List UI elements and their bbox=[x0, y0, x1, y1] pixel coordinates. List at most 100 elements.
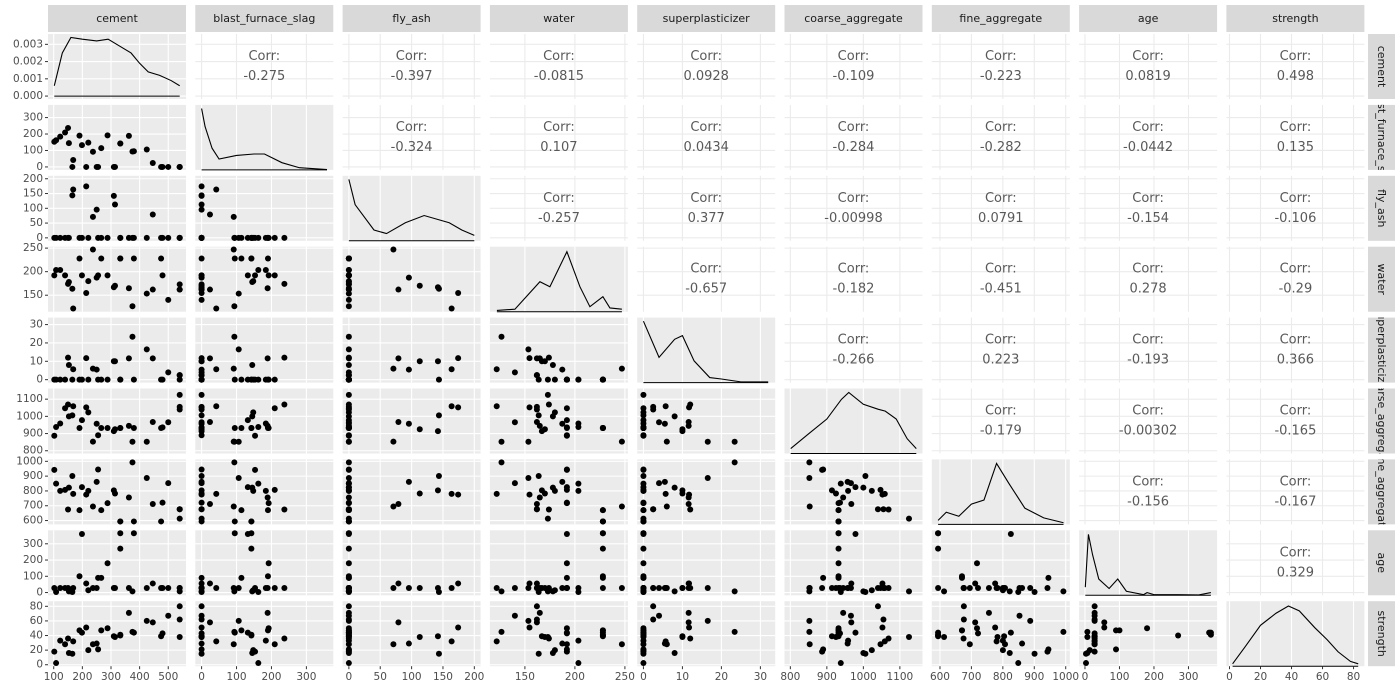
strip-top-label: age bbox=[1138, 12, 1159, 25]
y-tick-label: 60 bbox=[30, 615, 43, 627]
point bbox=[70, 305, 77, 312]
point bbox=[1083, 660, 1089, 667]
point bbox=[198, 650, 205, 657]
y-tick-label: 100 bbox=[23, 202, 43, 214]
point bbox=[51, 466, 58, 473]
point bbox=[448, 638, 455, 645]
point bbox=[599, 425, 606, 432]
y-tick-label: 0.003 bbox=[13, 38, 43, 50]
point bbox=[640, 466, 647, 473]
point bbox=[129, 333, 136, 340]
point bbox=[455, 290, 462, 297]
x-tick-label: 900 bbox=[1024, 671, 1044, 683]
corr-value: 0.135 bbox=[1277, 140, 1314, 155]
point bbox=[345, 500, 352, 507]
point bbox=[599, 633, 606, 640]
point bbox=[158, 518, 165, 525]
point bbox=[57, 133, 64, 140]
corr-value: -0.275 bbox=[243, 69, 285, 84]
point bbox=[117, 140, 124, 147]
point bbox=[159, 424, 166, 431]
point bbox=[847, 612, 854, 619]
point bbox=[435, 412, 442, 419]
point bbox=[117, 518, 124, 525]
corr-label: Corr: bbox=[1132, 191, 1164, 206]
point bbox=[1091, 617, 1098, 624]
y-tick-label: 1000 bbox=[16, 410, 43, 422]
y-tick-label: 150 bbox=[23, 289, 43, 301]
point bbox=[104, 272, 111, 279]
point bbox=[905, 515, 912, 522]
point bbox=[525, 475, 532, 482]
point bbox=[599, 376, 606, 383]
strip-top bbox=[489, 5, 628, 32]
point bbox=[525, 346, 532, 353]
y-tick-label: 900 bbox=[23, 470, 43, 482]
corr-label: Corr: bbox=[248, 49, 280, 64]
point bbox=[563, 531, 570, 538]
point bbox=[493, 366, 500, 373]
point bbox=[65, 140, 72, 147]
point bbox=[165, 419, 172, 426]
corr-label: Corr: bbox=[690, 262, 722, 277]
point bbox=[1006, 588, 1013, 595]
point bbox=[176, 391, 183, 398]
point bbox=[345, 475, 352, 482]
point bbox=[83, 183, 90, 190]
point bbox=[599, 584, 606, 591]
point bbox=[1113, 646, 1120, 653]
point bbox=[435, 650, 442, 657]
point bbox=[1045, 574, 1052, 581]
strip-top bbox=[784, 5, 923, 32]
strip-right bbox=[1368, 104, 1395, 170]
point bbox=[70, 490, 77, 497]
point bbox=[53, 660, 60, 667]
point bbox=[213, 366, 220, 373]
point bbox=[656, 419, 663, 426]
point bbox=[213, 638, 220, 645]
point bbox=[198, 472, 205, 479]
point bbox=[57, 376, 64, 383]
point bbox=[78, 272, 85, 279]
point bbox=[687, 635, 694, 642]
point bbox=[104, 560, 111, 567]
point bbox=[143, 584, 150, 591]
point bbox=[244, 531, 251, 538]
point bbox=[525, 584, 532, 591]
point bbox=[345, 272, 352, 279]
point bbox=[198, 255, 205, 262]
point bbox=[992, 580, 999, 587]
x-tick-label: 900 bbox=[817, 671, 837, 683]
point bbox=[76, 507, 83, 514]
x-tick-label: 0 bbox=[1082, 671, 1089, 683]
point bbox=[158, 255, 165, 262]
strip-top bbox=[1079, 5, 1218, 32]
point bbox=[130, 255, 137, 262]
point bbox=[405, 366, 412, 373]
point bbox=[345, 494, 352, 501]
corr-value: -0.284 bbox=[833, 140, 875, 155]
point bbox=[640, 507, 647, 514]
point bbox=[618, 584, 625, 591]
point bbox=[1019, 640, 1026, 647]
point bbox=[405, 478, 412, 485]
point bbox=[345, 432, 352, 439]
corr-value: 0.278 bbox=[1129, 282, 1166, 297]
point bbox=[125, 584, 132, 591]
point bbox=[238, 574, 245, 581]
point bbox=[498, 459, 505, 466]
point bbox=[198, 183, 205, 190]
point bbox=[238, 376, 245, 383]
point bbox=[213, 305, 220, 312]
point bbox=[835, 560, 842, 567]
point bbox=[198, 580, 205, 587]
point bbox=[129, 148, 136, 155]
point bbox=[345, 584, 352, 591]
point bbox=[671, 650, 678, 657]
point bbox=[176, 234, 183, 241]
point bbox=[661, 478, 668, 485]
corr-value: -0.106 bbox=[1274, 211, 1316, 226]
point bbox=[176, 281, 183, 288]
point bbox=[165, 480, 172, 487]
